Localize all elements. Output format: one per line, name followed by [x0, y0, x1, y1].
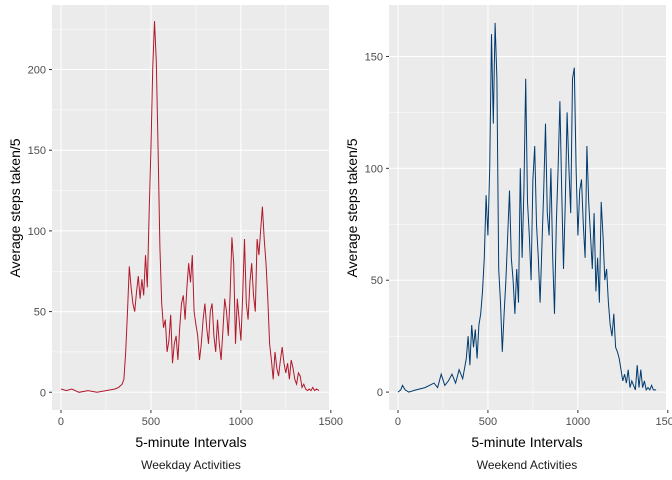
- weekday-x-tick-label: 1500: [319, 416, 343, 428]
- weekday-x-tick-label: 500: [142, 416, 160, 428]
- weekday-gridlines: [52, 5, 332, 410]
- weekend-y-tick-label: 50: [371, 275, 383, 287]
- weekend-x-axis-title: 5-minute Intervals: [471, 434, 582, 450]
- weekday-x-ticks: 0 500 1000 1500: [58, 410, 343, 428]
- weekend-y-axis-title: Average steps taken/5: [344, 138, 360, 277]
- weekend-x-ticks: 0 500 1000 1500: [395, 410, 672, 428]
- weekend-x-tick-label: 0: [395, 416, 401, 428]
- weekday-y-tick-label: 200: [28, 65, 46, 77]
- weekday-y-tick-label: 50: [34, 307, 46, 319]
- weekend-x-tick-label: 1000: [566, 416, 590, 428]
- weekday-x-tick-label: 1000: [229, 416, 253, 428]
- weekend-x-tick-label: 1500: [656, 416, 672, 428]
- weekend-x-tick-label: 500: [479, 416, 497, 428]
- weekday-panel-background: [52, 5, 329, 410]
- weekend-y-tick-label: 150: [365, 51, 383, 63]
- weekend-y-ticks: 0 50 100 150: [365, 51, 389, 399]
- weekend-y-tick-label: 100: [365, 163, 383, 175]
- weekend-caption: Weekend Activities: [477, 458, 578, 472]
- weekday-y-ticks: 0 50 100 150 200: [28, 65, 52, 399]
- weekend-chart: 0 500 1000 1500 0 50 100 150 5-minute Interval…: [344, 5, 672, 472]
- weekday-chart: 0 500 1000 1500 0 50 100 150 200 5-minute Inter…: [7, 5, 343, 472]
- weekday-series-line: [60, 21, 320, 393]
- weekday-y-tick-label: 100: [28, 226, 46, 238]
- weekday-y-axis-title: Average steps taken/5: [7, 138, 23, 277]
- weekend-y-tick-label: 0: [377, 387, 383, 399]
- weekday-x-tick-label: 0: [58, 416, 64, 428]
- weekday-y-tick-label: 0: [40, 387, 46, 399]
- weekday-caption: Weekday Activities: [141, 458, 241, 472]
- weekend-series-line: [397, 22, 657, 393]
- weekday-x-axis-title: 5-minute Intervals: [135, 434, 246, 450]
- weekday-y-tick-label: 150: [28, 145, 46, 157]
